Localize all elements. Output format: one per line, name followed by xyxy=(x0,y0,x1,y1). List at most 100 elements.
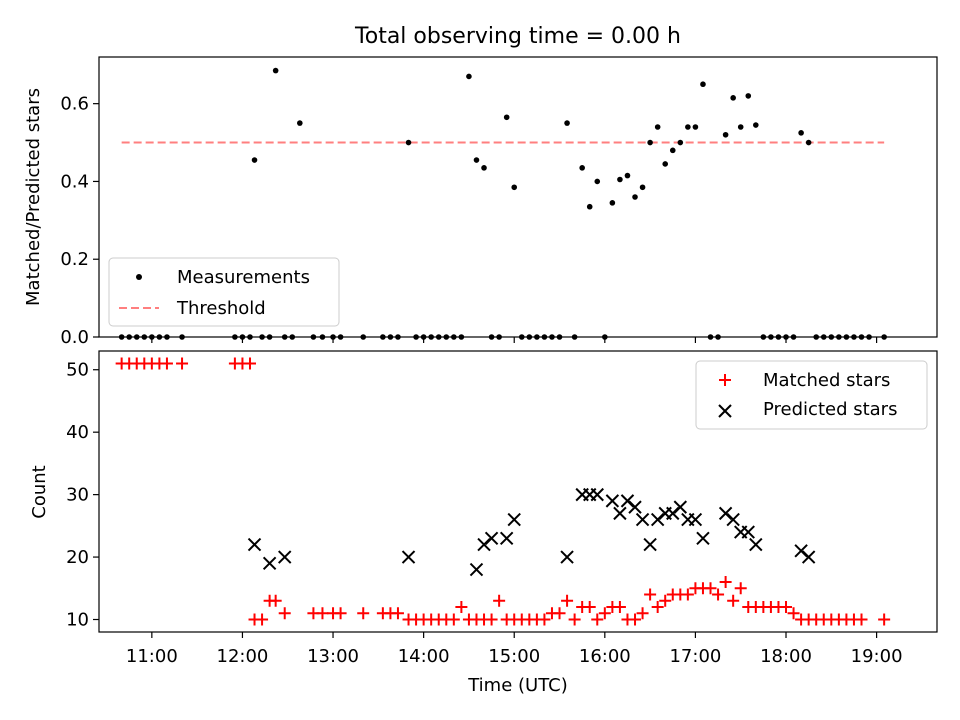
measurements-point xyxy=(775,334,782,340)
measurements-point xyxy=(730,95,736,101)
measurements-point xyxy=(473,157,480,163)
measurements-point xyxy=(428,334,434,340)
measurements-point xyxy=(297,120,303,126)
bottom-legend: Matched stars Predicted stars xyxy=(695,360,928,430)
measurements-point xyxy=(360,334,367,340)
measurements-point xyxy=(337,334,344,340)
top-x-axis-ticks xyxy=(151,337,878,343)
matched-stars-point xyxy=(256,613,269,626)
y-tick-label: 40 xyxy=(66,422,89,443)
measurements-point xyxy=(836,334,842,340)
bottom-panel: 10 20 30 40 50 11:00 12:00 13:00 14:00 15:00 16:0… xyxy=(29,350,938,696)
measurements-point xyxy=(858,334,865,340)
matched-stars-point xyxy=(269,594,282,607)
x-tick-label: 11:00 xyxy=(126,646,178,667)
predicted-stars-point xyxy=(635,512,650,527)
measurements-point xyxy=(133,334,140,340)
measurements-point xyxy=(164,334,170,340)
measurements-point xyxy=(466,73,472,80)
x-tick-label: 15:00 xyxy=(488,646,540,667)
measurements-point xyxy=(753,122,759,128)
measurements-point xyxy=(259,334,265,340)
measurements-point xyxy=(541,334,548,340)
matched-stars-point xyxy=(160,357,173,370)
top-legend: Measurements Threshold xyxy=(108,257,340,327)
x-tick-label: 14:00 xyxy=(398,646,450,667)
matched-stars-point xyxy=(553,607,566,620)
measurements-point xyxy=(549,334,555,340)
matched-stars-point xyxy=(712,588,725,601)
predicted-stars-point xyxy=(247,537,262,552)
measurements-point xyxy=(511,184,518,191)
bottom-legend-box xyxy=(695,360,928,430)
measurements-point xyxy=(715,334,721,340)
predicted-stars-point xyxy=(507,512,521,527)
bottom-y-axis-label: Count xyxy=(29,465,50,518)
top-panel-frame xyxy=(98,56,938,338)
measurements-point xyxy=(768,334,774,340)
measurements-point xyxy=(319,334,326,340)
bottom-x-axis-ticks: 11:00 12:00 13:00 14:00 15:00 16:00 17:00 18:00… xyxy=(126,632,903,667)
measurements-point xyxy=(534,334,540,340)
measurements-point xyxy=(594,178,601,185)
x-tick-label: 12:00 xyxy=(217,646,269,667)
measurements-point xyxy=(405,139,412,146)
measurements-point xyxy=(395,334,401,340)
measurements-point xyxy=(232,334,238,340)
measurements-point xyxy=(707,334,714,340)
matched-stars-point xyxy=(316,607,329,620)
matched-stars-point xyxy=(591,613,604,626)
top-panel: 0.0 0.2 0.4 0.6 Matched/Predicted stars Mea… xyxy=(23,56,938,348)
measurements-point xyxy=(488,334,495,340)
measurements-point xyxy=(503,114,510,121)
measurements-point xyxy=(247,334,253,340)
y-tick-label: 0.6 xyxy=(60,94,89,115)
measurements-point xyxy=(251,157,258,163)
measurements-point xyxy=(669,147,676,154)
measurements-point xyxy=(272,67,279,74)
measurements-point xyxy=(685,124,691,130)
matched-stars-point xyxy=(598,607,611,620)
measurements-point xyxy=(179,334,185,340)
predicted-stars-point xyxy=(484,531,499,546)
matched-stars-point xyxy=(455,601,468,614)
measurements-point xyxy=(866,334,872,340)
x-tick-label: 17:00 xyxy=(669,646,721,667)
figure-title: Total observing time = 0.00 h xyxy=(354,24,681,49)
y-tick-label: 0.2 xyxy=(60,249,89,270)
measurements-point xyxy=(798,130,804,136)
measurements-point xyxy=(118,334,125,340)
y-tick-label: 50 xyxy=(66,360,89,381)
matched-stars-point xyxy=(651,601,664,614)
predicted-stars-point xyxy=(643,537,657,552)
legend-predicted-marker xyxy=(718,404,732,418)
measurements-point xyxy=(609,200,616,206)
counts-layer xyxy=(115,357,891,626)
y-tick-label: 0.4 xyxy=(60,171,89,192)
measurements-point xyxy=(310,334,317,340)
y-tick-label: 10 xyxy=(66,610,89,631)
measurements-point xyxy=(881,334,887,340)
matched-stars-point xyxy=(629,613,642,626)
matched-stars-point xyxy=(636,607,649,620)
matched-stars-point xyxy=(243,357,256,370)
measurements-point xyxy=(647,139,653,146)
predicted-stars-point xyxy=(560,550,574,564)
measurements-point xyxy=(518,334,525,340)
measurements-point xyxy=(571,334,578,340)
measurements-point xyxy=(526,334,533,340)
measurements-point xyxy=(820,334,827,340)
measurements-point xyxy=(624,172,631,179)
predicted-stars-point xyxy=(262,556,277,571)
matched-stars-point xyxy=(176,357,189,370)
x-tick-label: 16:00 xyxy=(579,646,631,667)
matched-stars-point xyxy=(391,607,404,620)
top-legend-box xyxy=(108,257,340,327)
measurements-point xyxy=(156,334,163,340)
measurements-point xyxy=(851,334,857,340)
matched-stars-point xyxy=(644,588,657,601)
predicted-stars-point xyxy=(801,550,816,564)
legend-matched-marker xyxy=(719,374,731,386)
predicted-stars-point xyxy=(469,562,484,577)
